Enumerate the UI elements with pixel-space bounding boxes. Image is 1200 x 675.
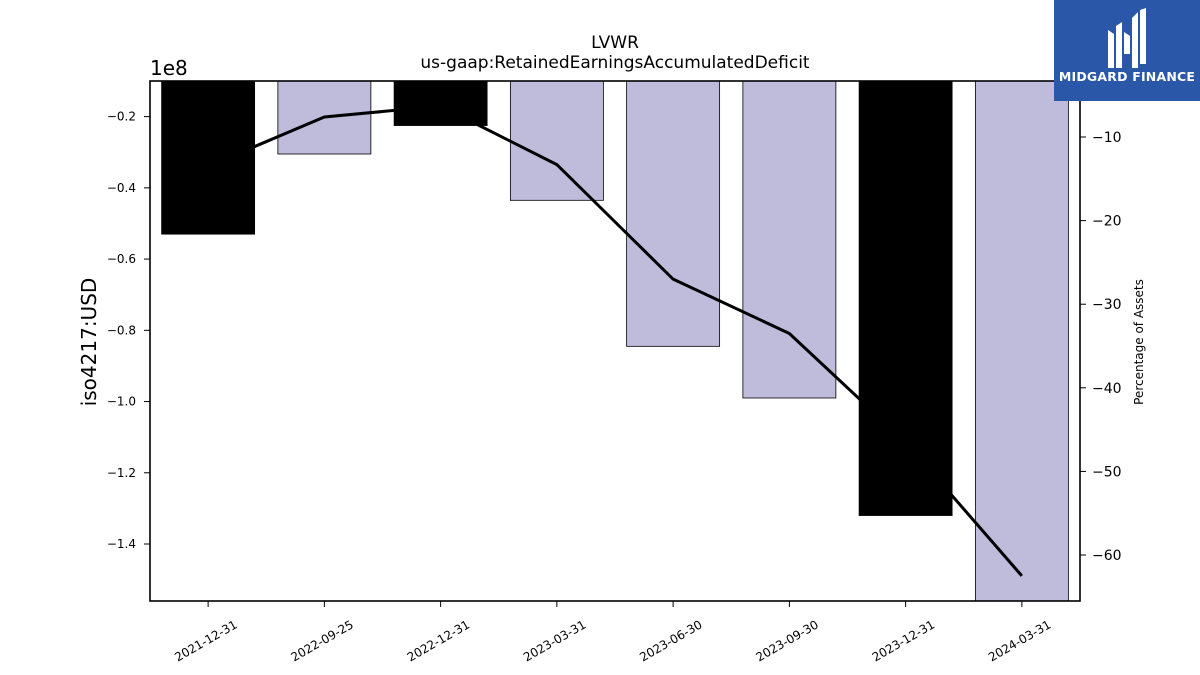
bar-2022-12-31 (393, 81, 488, 126)
bar-2023-09-30 (742, 81, 837, 399)
bars-group (161, 81, 1069, 601)
y-tick-label: −0.2 (107, 110, 136, 124)
y2-tick-label: −30 (1092, 297, 1122, 313)
plot-frame (149, 80, 1081, 602)
midgard-logo-icon (1108, 8, 1146, 68)
bar-2023-03-31 (509, 81, 604, 201)
y-tick-label: −0.8 (107, 323, 136, 337)
midgard-finance-logo: MIDGARD FINANCE (1054, 0, 1200, 101)
x-tick-label: 2022-12-31 (405, 617, 472, 664)
x-tick-label: 2022-09-25 (288, 617, 355, 664)
percentage-of-assets-line (207, 104, 1024, 577)
y-tick-label: −1.2 (107, 466, 136, 480)
y-tick-label: −0.4 (107, 181, 136, 195)
y2-tick-label: −50 (1092, 464, 1122, 480)
bar-2023-12-31 (858, 81, 953, 516)
chart-subtitle: us-gaap:RetainedEarningsAccumulatedDefic… (420, 53, 810, 73)
x-tick-label: 2023-06-30 (637, 617, 704, 664)
bar-2024-03-31 (974, 81, 1069, 601)
y2-tick-label: −10 (1092, 130, 1122, 146)
x-tick-label: 2023-12-31 (870, 617, 937, 664)
y-axis-label: iso4217:USD (77, 278, 101, 407)
y2-tick-label: −60 (1092, 548, 1122, 564)
chart-title: LVWR (591, 33, 639, 53)
x-tick-label: 2023-09-30 (753, 617, 820, 664)
logo-text: MIDGARD FINANCE (1058, 69, 1196, 84)
y2-tick-label: −20 (1092, 214, 1122, 230)
bar-2023-06-30 (626, 81, 721, 347)
x-tick-label: 2024-03-31 (986, 617, 1053, 664)
y-tick-label: −0.6 (107, 252, 136, 266)
y2-axis-label: Percentage of Assets (1132, 279, 1146, 405)
y2-tick-label: −40 (1092, 381, 1122, 397)
x-tick-label: 2023-03-31 (521, 617, 588, 664)
y-offset-label: 1e8 (150, 56, 188, 80)
x-tick-label: 2021-12-31 (172, 617, 239, 664)
bar-2021-12-31 (161, 81, 256, 235)
y-tick-label: −1.4 (107, 537, 136, 551)
y-tick-label: −1.0 (107, 395, 136, 409)
